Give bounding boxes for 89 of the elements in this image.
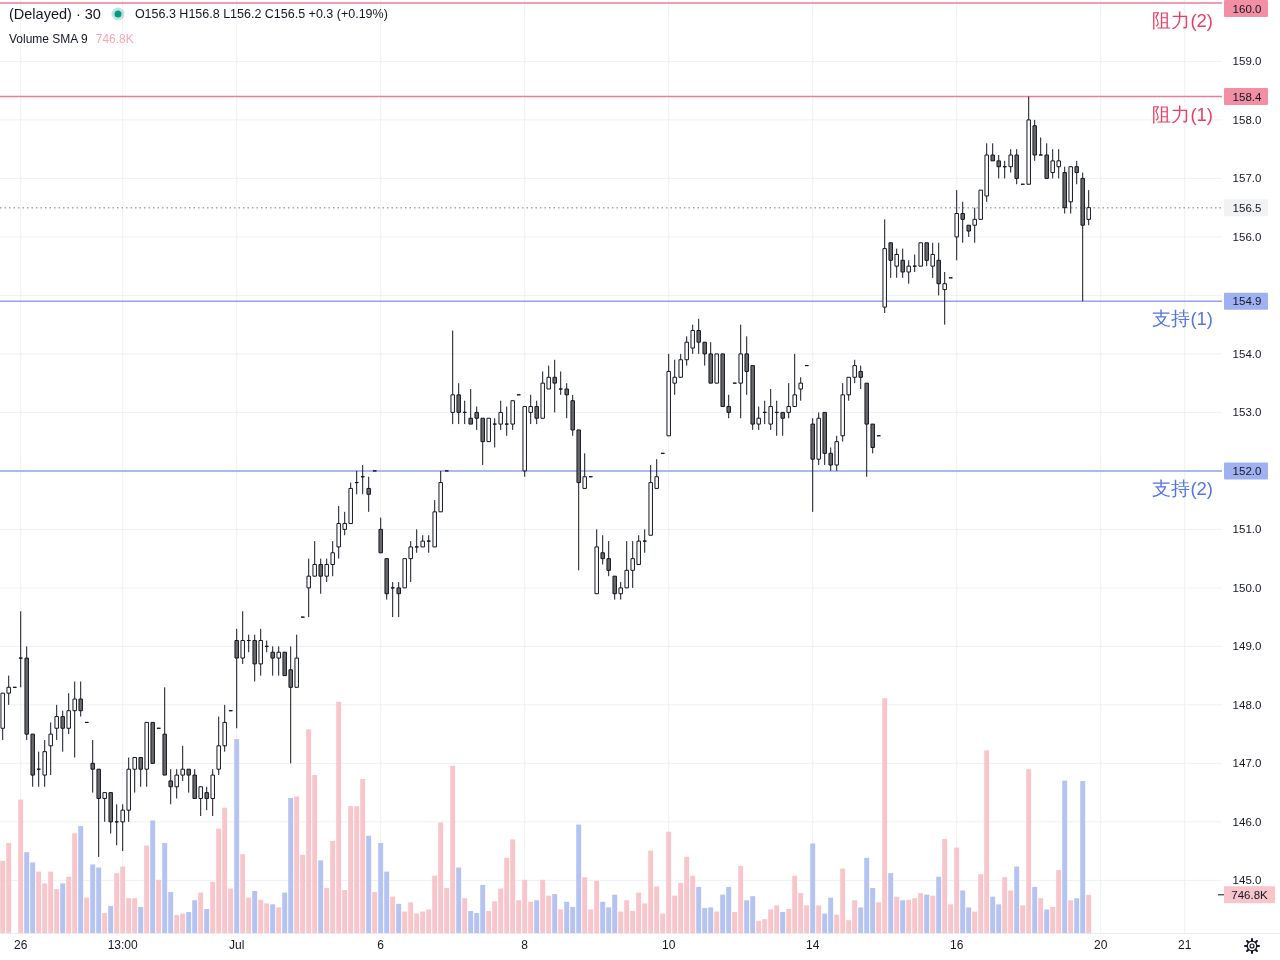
x-tick-label: 13:00 xyxy=(107,938,139,952)
y-tick-label: 145.0 xyxy=(1232,874,1262,887)
bar xyxy=(102,913,108,933)
bar xyxy=(1014,866,1020,933)
bar xyxy=(894,896,900,933)
bar xyxy=(234,739,240,933)
bar xyxy=(198,892,204,933)
y-tick-label: 153.0 xyxy=(1232,406,1262,419)
candlestick xyxy=(564,382,569,419)
x-tick-label: 14 xyxy=(806,938,820,952)
bar xyxy=(552,894,558,933)
bar xyxy=(810,843,816,933)
x-tick-label: 6 xyxy=(377,938,385,952)
x-tick-label: 8 xyxy=(521,938,529,952)
bar xyxy=(1038,898,1044,933)
ref-line-label: 156.5 xyxy=(1232,201,1262,214)
bar xyxy=(534,900,540,933)
bar xyxy=(60,883,66,933)
bar xyxy=(150,820,156,933)
chart-title: (Delayed) · 30 xyxy=(9,6,101,22)
ref-line-label: 158.4 xyxy=(1232,90,1262,103)
y-tick-label: 147.0 xyxy=(1232,757,1262,770)
x-tick-label: 21 xyxy=(1178,938,1192,952)
y-tick-label: 150.0 xyxy=(1232,581,1262,594)
bar xyxy=(18,799,24,933)
bar xyxy=(816,905,822,933)
bar xyxy=(462,898,468,933)
x-tick-label: 16 xyxy=(950,938,964,952)
bar xyxy=(1068,900,1074,933)
text: O156.3 H156.8 L156.2 C156.5 +0.3 (+0.19%) xyxy=(134,7,388,21)
bar xyxy=(924,894,930,933)
bar xyxy=(396,903,402,933)
x-tick-label: 10 xyxy=(662,938,676,952)
y-tick-label: 159.0 xyxy=(1232,55,1262,68)
bar xyxy=(252,891,258,933)
bar xyxy=(366,835,372,933)
x-tick-label: 20 xyxy=(1094,938,1108,952)
bar xyxy=(1044,909,1050,933)
y-tick-label: 154.0 xyxy=(1232,347,1262,360)
bar xyxy=(888,873,894,933)
bar xyxy=(78,826,84,933)
bar xyxy=(390,896,396,933)
bar xyxy=(900,900,906,933)
ref-line-label: 160.0 xyxy=(1232,2,1262,15)
bar xyxy=(204,908,210,933)
candlestick xyxy=(378,517,383,554)
annotation: Volume SMA 9 xyxy=(9,32,88,46)
ref-line-label: 152.0 xyxy=(1232,464,1262,477)
candlestick xyxy=(366,476,371,513)
y-tick-label: 151.0 xyxy=(1232,523,1262,536)
y-tick-label: 156.0 xyxy=(1232,230,1262,243)
candlestick xyxy=(48,721,53,776)
annotation: 746.8K xyxy=(95,32,134,46)
y-tick-label: 157.0 xyxy=(1232,172,1262,185)
y-tick-label: 148.0 xyxy=(1232,698,1262,711)
bar xyxy=(936,876,942,933)
y-tick-label: 149.0 xyxy=(1232,640,1262,653)
x-tick-label: Jul xyxy=(229,938,245,952)
annotation: 阻力(1) xyxy=(1152,103,1213,125)
candlestick xyxy=(498,400,503,431)
bar xyxy=(456,867,462,933)
bar xyxy=(276,907,282,933)
y-tick-label: 146.0 xyxy=(1232,815,1262,828)
candlestick xyxy=(798,376,803,402)
bar xyxy=(270,904,276,933)
candlestick xyxy=(42,739,47,788)
ref-line-label: 154.9 xyxy=(1232,295,1262,308)
x-tick-label: 26 xyxy=(14,938,28,952)
bar xyxy=(1086,894,1092,933)
y-tick-label: 158.0 xyxy=(1232,113,1262,126)
y2-tick-label: 746.8K xyxy=(1231,888,1269,901)
candlestick xyxy=(768,388,773,431)
bar xyxy=(930,895,936,933)
bar xyxy=(84,897,90,933)
bar xyxy=(1032,886,1038,933)
candlestick xyxy=(510,400,515,431)
bar xyxy=(780,912,786,933)
bar xyxy=(144,845,150,933)
bar xyxy=(138,906,144,933)
annotation: 支持(1) xyxy=(1152,307,1213,329)
bar xyxy=(108,905,114,933)
bar xyxy=(558,909,564,933)
bar xyxy=(714,911,720,933)
annotation: 阻力(2) xyxy=(1152,9,1213,31)
bar xyxy=(1062,780,1068,933)
bar xyxy=(156,879,162,933)
bar xyxy=(372,892,378,933)
bar xyxy=(318,860,324,933)
annotation: 支持(2) xyxy=(1152,477,1213,499)
